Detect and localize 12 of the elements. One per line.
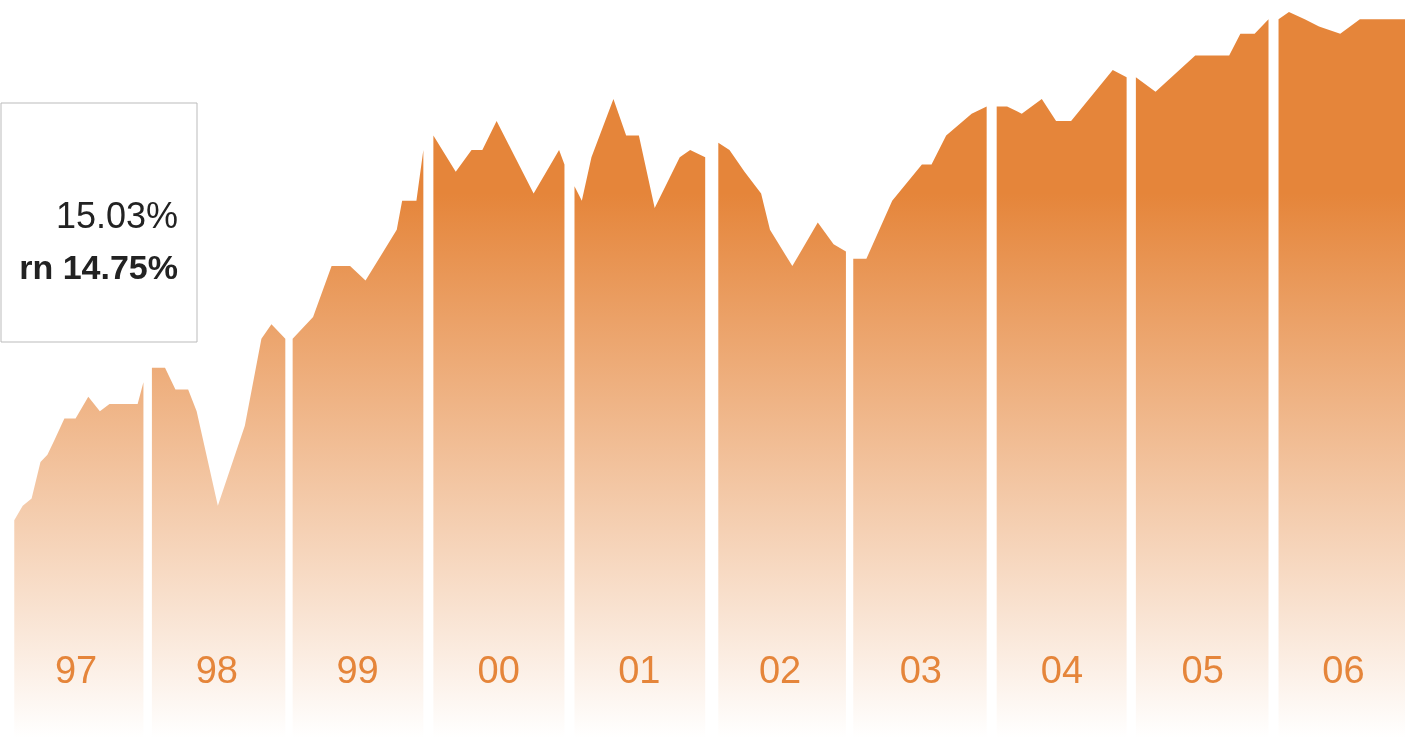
x-tick-label: 02 (758, 648, 802, 691)
x-tick-label: 99 (336, 648, 379, 691)
annotation: 15.03% (55, 195, 178, 236)
x-tick-label: 04 (1040, 648, 1084, 691)
annotation: rn 14.75% (19, 248, 178, 286)
x-tick-label: 97 (54, 648, 98, 691)
x-tick-label: 06 (1322, 648, 1365, 691)
x-tick-label: 98 (195, 648, 238, 691)
x-tick-label: 03 (899, 648, 942, 691)
x-tick-label: 01 (618, 648, 661, 691)
x-tick-label: 05 (1181, 648, 1224, 691)
x-tick-label: 00 (477, 648, 520, 691)
